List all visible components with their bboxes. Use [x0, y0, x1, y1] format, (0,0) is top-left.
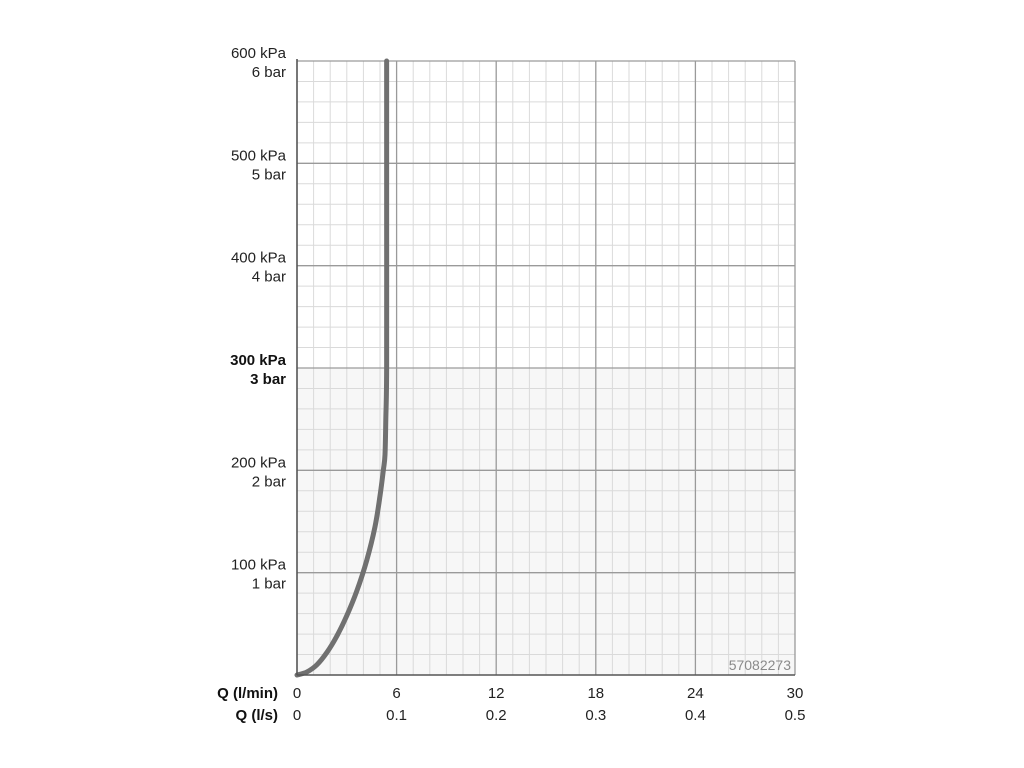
product-code: 57082273	[729, 657, 792, 673]
y-tick-label-kpa: 400 kPa	[231, 250, 287, 267]
x-tick-label-lmin: 24	[687, 685, 704, 702]
x-tick-label-ls: 0.1	[386, 707, 407, 724]
x-tick-label-lmin: 30	[787, 685, 804, 702]
x-axis-label-ls: Q (l/s)	[235, 707, 278, 724]
x-tick-label-ls: 0	[293, 707, 301, 724]
y-tick-label-bar: 6 bar	[252, 64, 286, 81]
x-tick-label-lmin: 12	[488, 685, 505, 702]
x-tick-label-lmin: 6	[392, 685, 400, 702]
y-tick-label-kpa: 100 kPa	[231, 557, 287, 574]
y-tick-label-bar: 5 bar	[252, 166, 286, 183]
x-tick-label-ls: 0.5	[785, 707, 806, 724]
y-tick-label-kpa: 600 kPa	[231, 45, 287, 62]
series-layer	[294, 58, 390, 678]
y-tick-label-kpa: 300 kPa	[230, 352, 287, 369]
y-tick-label-bar: 1 bar	[252, 576, 286, 593]
x-tick-label-lmin: 0	[293, 685, 301, 702]
y-tick-label-bar: 4 bar	[252, 269, 286, 286]
y-tick-label-kpa: 200 kPa	[231, 454, 287, 471]
x-axis-label-lmin: Q (l/min)	[217, 685, 278, 702]
tick-labels: 100 kPa 1 bar 200 kPa 2 bar 300 kPa 3 bar 400 …	[230, 45, 805, 724]
axes	[296, 59, 795, 676]
x-tick-label-ls: 0.3	[585, 707, 606, 724]
y-tick-label-bar: 3 bar	[250, 371, 286, 388]
pressure-flow-curve	[294, 58, 390, 678]
x-tick-label-ls: 0.4	[685, 707, 706, 724]
x-tick-label-ls: 0.2	[486, 707, 507, 724]
y-tick-label-bar: 2 bar	[252, 473, 286, 490]
x-tick-label-lmin: 18	[587, 685, 604, 702]
y-tick-label-kpa: 500 kPa	[231, 147, 287, 164]
grid	[297, 60, 796, 675]
